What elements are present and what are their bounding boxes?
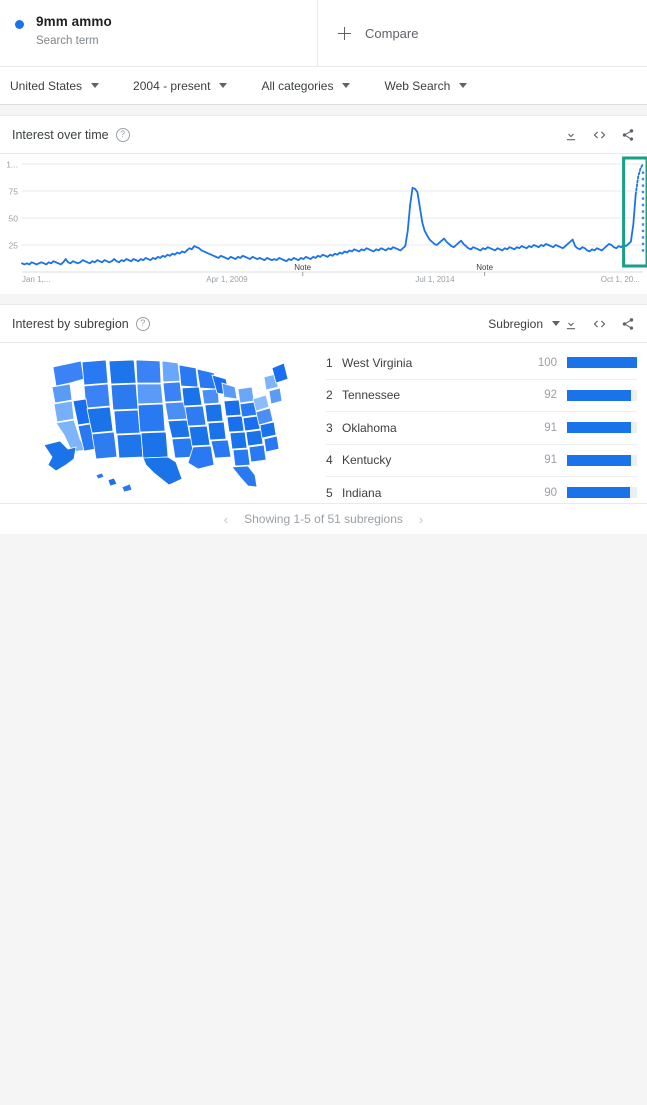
interest-over-time-chart[interactable]: 25 50 75 1... Jan 1,... Apr 1, 2009 Jul 1, 201… xyxy=(0,154,647,294)
share-icon[interactable] xyxy=(621,317,635,331)
svg-text:Apr 1, 2009: Apr 1, 2009 xyxy=(206,275,248,284)
region-bar-fill xyxy=(567,357,637,369)
subregion-select[interactable]: Subregion xyxy=(488,317,560,331)
region-name: Tennessee xyxy=(342,388,401,403)
compare-button[interactable]: Compare xyxy=(318,0,647,66)
chevron-down-icon xyxy=(459,83,468,88)
chevron-down-icon xyxy=(91,83,100,88)
trends-line-chart-svg: 25 50 75 1... Jan 1,... Apr 1, 2009 Jul 1, 201… xyxy=(6,156,647,284)
search-term-bar: 9mm ammo Search term Compare xyxy=(0,0,647,67)
download-icon[interactable] xyxy=(564,317,578,331)
share-icon[interactable] xyxy=(621,128,635,142)
region-value: 91 xyxy=(544,454,557,467)
filter-bar: United States 2004 - present All categor… xyxy=(0,67,647,105)
section-gap-2 xyxy=(0,294,647,304)
region-rank: 3 xyxy=(326,420,333,435)
page-bottom-background xyxy=(0,534,647,1105)
filter-search-type-label: Web Search xyxy=(384,78,451,93)
section-gap xyxy=(0,105,647,115)
svg-text:Oct 1, 20...: Oct 1, 20... xyxy=(601,275,640,284)
us-map-svg xyxy=(43,359,289,493)
prev-page-button[interactable]: ‹ xyxy=(223,511,229,527)
region-bar-fill xyxy=(567,454,631,466)
filter-timerange[interactable]: 2004 - present xyxy=(133,78,228,93)
help-circle-icon[interactable]: ? xyxy=(115,127,130,142)
region-name: Kentucky xyxy=(342,453,392,468)
compare-label: Compare xyxy=(365,25,419,41)
interest-over-time-card: Interest over time ? 25 50 75 1... Jan 1,...… xyxy=(0,115,647,294)
region-value: 91 xyxy=(544,421,557,434)
svg-text:Note: Note xyxy=(476,263,493,272)
embed-code-icon[interactable] xyxy=(592,128,607,142)
series-color-dot xyxy=(15,20,24,29)
region-bar-track xyxy=(567,357,637,369)
interest-over-time-title: Interest over time xyxy=(12,127,109,142)
filter-timerange-label: 2004 - present xyxy=(133,78,211,93)
chevron-down-icon xyxy=(219,83,228,88)
us-choropleth-map[interactable] xyxy=(0,343,322,503)
region-bar-fill xyxy=(567,422,631,434)
interest-by-subregion-tools xyxy=(564,317,635,331)
plus-icon xyxy=(338,26,351,40)
chevron-down-icon xyxy=(342,83,351,88)
region-bar-track xyxy=(567,454,637,466)
download-icon[interactable] xyxy=(564,128,578,142)
table-row[interactable]: 1 West Virginia 100 xyxy=(326,347,637,380)
table-row[interactable]: 4 Kentucky 91 xyxy=(326,445,637,477)
subregion-select-label: Subregion xyxy=(488,316,543,331)
search-term-title: 9mm ammo xyxy=(36,14,112,29)
interest-by-subregion-body: 1 West Virginia 100 2 Tennessee 92 3 Okl… xyxy=(0,343,647,503)
interest-over-time-tools xyxy=(564,128,635,142)
search-term-type: Search term xyxy=(36,34,99,47)
filter-location[interactable]: United States xyxy=(10,78,100,93)
region-name: Indiana xyxy=(342,485,382,500)
region-rank: 1 xyxy=(326,355,333,370)
region-value: 100 xyxy=(537,356,557,369)
table-row[interactable]: 5 Indiana 90 xyxy=(326,477,637,509)
region-bar-fill xyxy=(567,487,630,499)
pagination-status: Showing 1-5 of 51 subregions xyxy=(244,512,403,526)
interest-by-subregion-header: Interest by subregion ? Subregion xyxy=(0,305,647,343)
search-term-text: 9mm ammo Search term xyxy=(36,14,112,48)
svg-text:75: 75 xyxy=(9,187,19,197)
svg-text:25: 25 xyxy=(9,241,19,251)
subregion-pagination: ‹ Showing 1-5 of 51 subregions › xyxy=(0,503,647,534)
svg-text:50: 50 xyxy=(9,214,19,224)
search-term-card[interactable]: 9mm ammo Search term xyxy=(0,0,318,66)
filter-category[interactable]: All categories xyxy=(261,78,351,93)
table-row[interactable]: 2 Tennessee 92 xyxy=(326,380,637,412)
svg-text:Note: Note xyxy=(294,263,311,272)
region-bar-track xyxy=(567,422,637,434)
region-rank: 5 xyxy=(326,485,333,500)
interest-over-time-header: Interest over time ? xyxy=(0,116,647,154)
chevron-down-icon xyxy=(552,321,560,326)
help-circle-icon[interactable]: ? xyxy=(135,316,150,331)
filter-category-label: All categories xyxy=(261,78,334,93)
filter-search-type[interactable]: Web Search xyxy=(384,78,468,93)
region-bar-track xyxy=(567,389,637,401)
svg-text:Jan 1,...: Jan 1,... xyxy=(22,275,50,284)
region-value: 92 xyxy=(544,389,557,402)
next-page-button[interactable]: › xyxy=(418,511,424,527)
region-bar-track xyxy=(567,487,637,499)
embed-code-icon[interactable] xyxy=(592,317,607,331)
interest-by-subregion-title: Interest by subregion xyxy=(12,316,129,331)
table-row[interactable]: 3 Oklahoma 91 xyxy=(326,412,637,445)
region-value: 90 xyxy=(544,486,557,499)
region-name: West Virginia xyxy=(342,355,413,370)
filter-location-label: United States xyxy=(10,78,83,93)
region-rank: 4 xyxy=(326,453,333,468)
svg-text:Jul 1, 2014: Jul 1, 2014 xyxy=(415,275,455,284)
region-rank: 2 xyxy=(326,388,333,403)
interest-by-subregion-card: Interest by subregion ? Subregion xyxy=(0,304,647,534)
subregion-list: 1 West Virginia 100 2 Tennessee 92 3 Okl… xyxy=(322,343,647,503)
svg-text:1...: 1... xyxy=(6,160,18,170)
region-bar-fill xyxy=(567,389,632,401)
region-name: Oklahoma xyxy=(342,420,397,435)
